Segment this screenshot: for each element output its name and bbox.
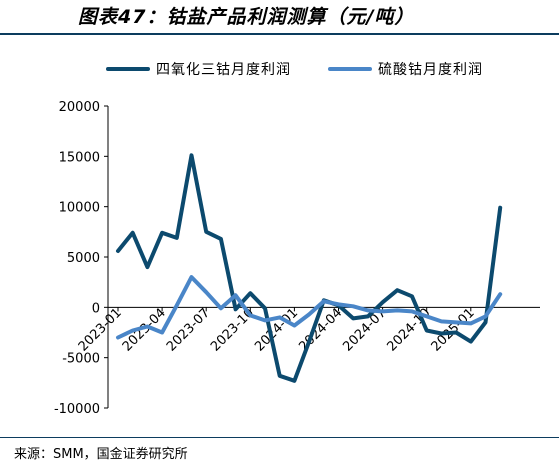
series-line-1 <box>116 153 503 383</box>
y-tick-label: 15000 <box>59 150 100 165</box>
y-tick-label: -10000 <box>54 402 100 417</box>
y-tick-label: -5000 <box>62 352 100 367</box>
y-tick-label: 5000 <box>67 251 100 266</box>
y-tick-label: 0 <box>92 301 100 316</box>
legend-label-series-2: 硫酸钴月度利润 <box>378 62 483 78</box>
title-rule <box>0 33 559 35</box>
series-line-2 <box>116 275 503 340</box>
footer-rule <box>0 437 559 438</box>
legend-label-series-1: 四氧化三钴月度利润 <box>156 62 291 78</box>
y-tick-label: 20000 <box>59 100 100 115</box>
chart-title: 图表47：钴盐产品利润测算（元/吨） <box>78 6 415 28</box>
line-chart: 四氧化三钴月度利润 硫酸钴月度利润 20000 15000 10000 5000 0 -5… <box>54 62 540 417</box>
x-tick-label: 2023-01 <box>76 306 125 355</box>
series-lines <box>116 153 503 383</box>
x-tick-label: 2025-01 <box>429 306 478 355</box>
legend: 四氧化三钴月度利润 硫酸钴月度利润 <box>106 62 483 78</box>
x-tick-label: 2024-01 <box>252 306 301 355</box>
y-axis: 20000 15000 10000 5000 0 -5000 -10000 <box>54 100 109 417</box>
source-note: 来源：SMM，国金证券研究所 <box>14 447 188 462</box>
y-tick-label: 10000 <box>59 201 100 216</box>
